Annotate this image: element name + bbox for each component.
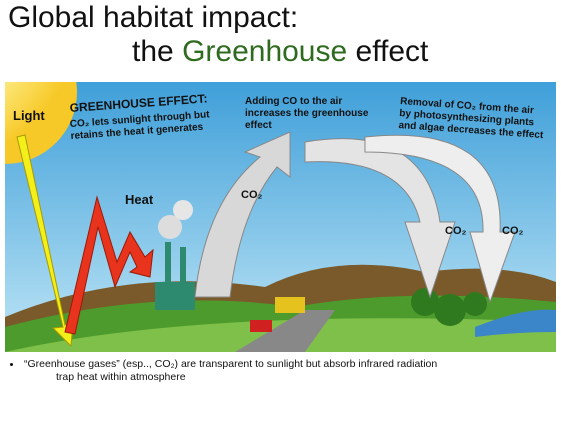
road <box>235 310 335 352</box>
title-line1: Global habitat impact: <box>8 1 299 34</box>
truck <box>275 297 305 313</box>
bullet-line: “Greenhouse gases” (esp.., CO₂) are tran… <box>24 358 438 370</box>
bullet-dot <box>10 363 13 366</box>
chimney <box>165 242 171 282</box>
title-word: the <box>132 35 174 68</box>
bullet-line: trap heat within atmosphere <box>56 371 186 383</box>
co2-label: CO₂ <box>241 189 263 201</box>
trees <box>411 288 439 316</box>
chimney <box>180 247 186 282</box>
text-line: increases the greenhouse <box>245 108 369 119</box>
title-highlight: Greenhouse <box>182 35 348 68</box>
factory <box>155 282 195 310</box>
text-line: effect <box>245 120 272 131</box>
co2-label: CO₂ <box>502 225 524 237</box>
heat-label: Heat <box>125 192 154 207</box>
bullet: “Greenhouse gases” (esp.., CO₂) are tran… <box>10 358 437 384</box>
light-arrow <box>16 134 74 348</box>
title-line2: the Greenhouse effect <box>132 36 428 68</box>
smoke <box>173 200 193 220</box>
adding-text: Adding CO to the air increases the greenh… <box>245 96 369 131</box>
car <box>250 320 272 332</box>
illustration: Light GREENHOUSE EFFECT: CO₂ lets sunlig… <box>5 82 556 352</box>
absorption-arrow <box>364 134 516 304</box>
water <box>475 309 556 337</box>
emission-arrow <box>194 131 291 298</box>
light-label: Light <box>13 108 45 123</box>
trees <box>434 294 466 326</box>
title-word: effect <box>355 35 429 68</box>
heat-arrow <box>64 195 154 335</box>
co2-label: CO₂ <box>445 225 467 237</box>
smoke <box>158 215 182 239</box>
text-line: Adding CO to the air <box>245 96 342 107</box>
trees <box>463 292 487 316</box>
